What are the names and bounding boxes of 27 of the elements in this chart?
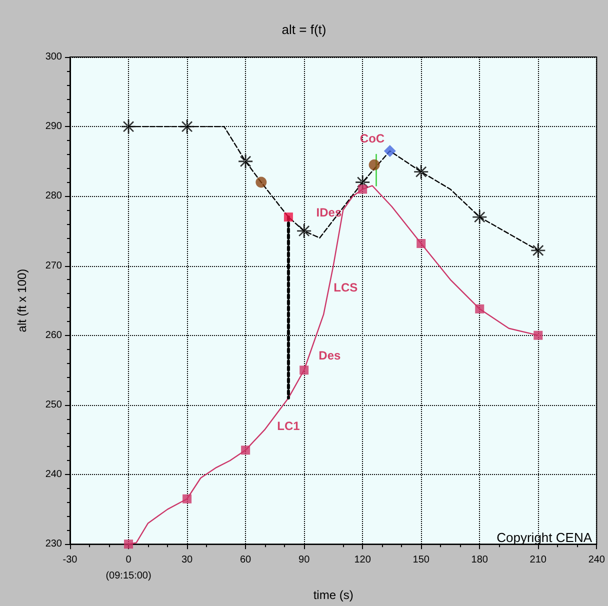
y-tick-label: 300 [45, 52, 62, 62]
annotation: Copyright CENA [496, 530, 592, 545]
y-tick-label: 290 [45, 121, 62, 132]
annotation: LCS [334, 280, 358, 295]
x-tick-label: 150 [412, 554, 430, 566]
x-tick-label: 180 [471, 554, 488, 566]
chart-title: alt = f(t) [282, 22, 326, 37]
x-tick-label: 120 [354, 554, 372, 566]
annotation: LC1 [277, 418, 300, 433]
y-tick-label: 250 [45, 399, 62, 410]
x-tick-label: 210 [530, 554, 547, 566]
y-tick-label: 240 [45, 469, 62, 480]
y-axis-title: alt (ft x 100) [15, 268, 29, 332]
x-tick-label: 90 [298, 554, 310, 566]
x-tick-label: -30 [62, 554, 78, 566]
annotation: Des [318, 348, 342, 363]
y-tick-label: 230 [45, 538, 62, 550]
x-tick-label: 0 (09:15:00) [106, 554, 152, 582]
y-tick-label: 280 [45, 190, 62, 202]
x-tick-label: 60 [240, 554, 252, 566]
y-tick-label: 260 [45, 330, 62, 341]
x-tick-label: 30 [181, 554, 194, 566]
annotation: CoC [360, 131, 385, 146]
y-tick-label: 270 [45, 260, 62, 272]
annotation: IDes [316, 206, 342, 220]
x-axis-title: time (s) [313, 588, 354, 602]
x-tick-label: 240 [588, 554, 606, 566]
